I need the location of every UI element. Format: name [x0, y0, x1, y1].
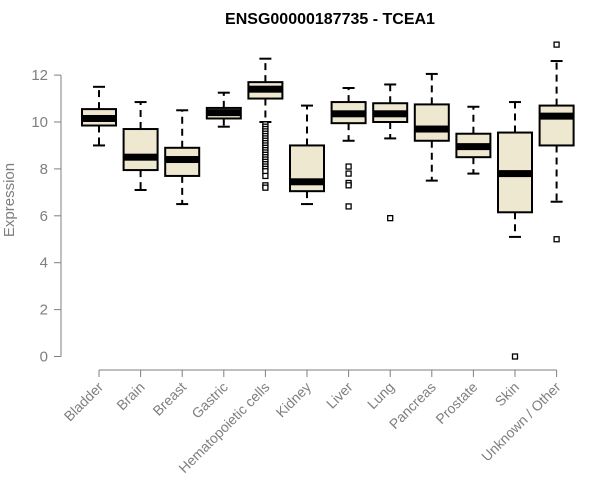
y-tick-label: 6 — [40, 208, 48, 225]
median-bar — [498, 170, 532, 178]
outlier-point — [553, 236, 560, 243]
box-gastric — [205, 91, 242, 128]
median-bar — [123, 153, 158, 161]
x-tick-label: Bladder — [61, 379, 107, 425]
median-bar — [456, 143, 491, 151]
iqr-box — [538, 104, 575, 147]
x-tick-label: Liver — [323, 379, 356, 412]
box-skin — [497, 101, 533, 360]
y-axis-label: Expression — [1, 163, 18, 237]
median-bar — [373, 110, 408, 118]
median-bar — [248, 85, 283, 93]
median-bar — [290, 178, 324, 186]
x-tick-label: Lung — [364, 379, 397, 412]
outlier-point — [262, 184, 269, 191]
box-brain — [122, 101, 159, 192]
x-tick-label: Prostate — [432, 379, 480, 427]
box-breast — [164, 109, 201, 206]
box-lung — [372, 83, 409, 222]
outlier-point — [345, 170, 352, 177]
y-tick-label: 4 — [40, 255, 48, 272]
x-tick-label: Kidney — [273, 379, 315, 421]
box-prostate — [455, 105, 492, 175]
median-bar — [414, 125, 449, 133]
y-tick-label: 8 — [40, 161, 48, 178]
y-tick-label: 0 — [40, 349, 48, 366]
box-liver — [330, 86, 367, 210]
box-hematopoietic-cells — [247, 57, 284, 191]
chart-title: ENSG00000187735 - TCEA1 — [225, 11, 435, 28]
median-bar — [206, 109, 241, 117]
box-kidney — [289, 104, 325, 206]
outlier-point — [553, 41, 560, 48]
box-unknown-other — [538, 41, 575, 243]
median-bar — [331, 110, 366, 118]
iqr-box — [413, 103, 450, 142]
median-bar — [165, 156, 200, 164]
box-pancreas — [413, 72, 450, 182]
outlier-point — [511, 353, 519, 360]
outlier-point — [345, 163, 352, 170]
outlier-point — [262, 172, 269, 180]
median-bar — [539, 112, 574, 120]
y-tick-label: 10 — [31, 114, 48, 131]
y-tick-label: 12 — [31, 67, 48, 84]
x-tick-label: Breast — [149, 379, 189, 419]
x-tick-label: Unknown / Other — [478, 379, 564, 465]
x-tick-label: Skin — [492, 379, 523, 410]
iqr-box — [122, 128, 159, 172]
box-bladder — [81, 85, 117, 147]
median-bar — [82, 114, 116, 122]
outlier-point — [345, 182, 352, 189]
x-tick-label: Brain — [113, 379, 147, 413]
y-tick-label: 2 — [40, 302, 48, 319]
y-axis: 0 2 4 6 8 10 12 — [31, 67, 62, 366]
outlier-point — [387, 214, 394, 222]
outlier-point — [345, 203, 352, 210]
box-series — [81, 41, 575, 360]
